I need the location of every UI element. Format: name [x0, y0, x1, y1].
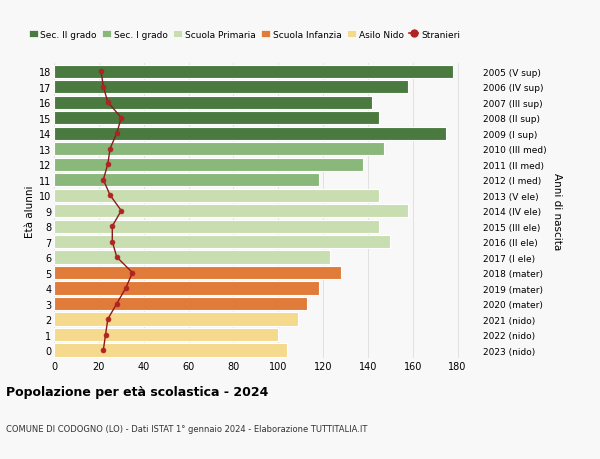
Bar — [54, 235, 391, 249]
Bar — [54, 313, 298, 326]
Bar — [54, 127, 446, 140]
Bar — [54, 143, 383, 156]
Bar — [54, 344, 287, 357]
Bar — [54, 81, 408, 94]
Bar — [54, 328, 278, 341]
Bar — [54, 66, 453, 78]
Bar — [54, 282, 319, 295]
Bar — [54, 220, 379, 233]
Y-axis label: Anni di nascita: Anni di nascita — [552, 173, 562, 250]
Text: Popolazione per età scolastica - 2024: Popolazione per età scolastica - 2024 — [6, 385, 268, 398]
Text: COMUNE DI CODOGNO (LO) - Dati ISTAT 1° gennaio 2024 - Elaborazione TUTTITALIA.IT: COMUNE DI CODOGNO (LO) - Dati ISTAT 1° g… — [6, 425, 367, 433]
Bar — [54, 266, 341, 280]
Bar — [54, 174, 319, 187]
Bar — [54, 205, 408, 218]
Bar — [54, 96, 373, 110]
Bar — [54, 158, 364, 171]
Bar — [54, 189, 379, 202]
Bar — [54, 297, 307, 310]
Bar — [54, 251, 330, 264]
Y-axis label: Età alunni: Età alunni — [25, 185, 35, 237]
Legend: Sec. II grado, Sec. I grado, Scuola Primaria, Scuola Infanzia, Asilo Nido, Stran: Sec. II grado, Sec. I grado, Scuola Prim… — [29, 31, 460, 39]
Bar — [54, 112, 379, 125]
